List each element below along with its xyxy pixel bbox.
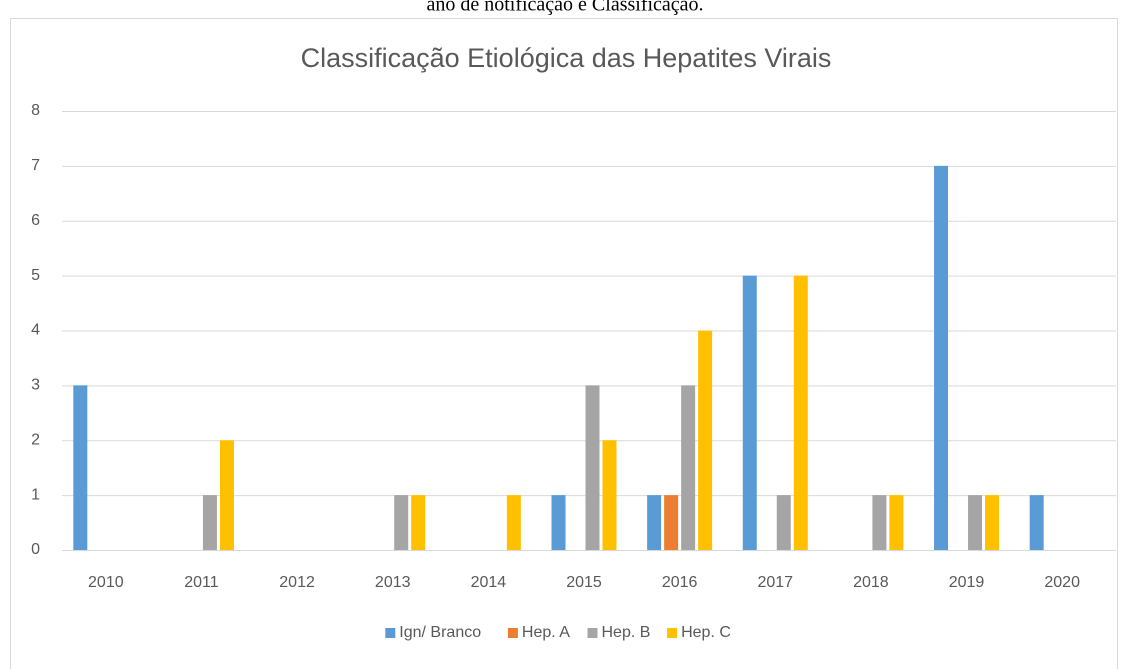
y-tick-label: 1 [31,486,40,503]
bar [681,385,696,550]
x-tick-label: 2014 [471,574,507,591]
legend-label: Hep. A [522,624,570,641]
y-tick-label: 7 [31,157,40,174]
bar [219,440,234,550]
caption: ano de notificação e Classificação. [426,0,703,16]
x-tick-label: 2018 [853,574,889,591]
x-tick-label: 2013 [375,574,411,591]
y-tick-label: 8 [31,102,40,119]
bar [585,385,600,550]
bar [985,495,1000,550]
bar [202,495,217,550]
chart-title: Classificação Etiológica das Hepatites V… [301,43,832,73]
bar [793,275,808,550]
x-tick-label: 2017 [757,574,793,591]
legend-label: Hep. B [602,624,651,641]
x-tick-label: 2010 [88,574,124,591]
x-tick-label: 2020 [1044,574,1080,591]
bar [394,495,409,550]
bar [664,495,679,550]
y-tick-label: 3 [31,377,40,394]
chart-frame [10,18,1118,669]
legend-label: Hep. C [681,624,731,641]
bar [968,495,983,550]
x-tick-label: 2016 [662,574,698,591]
legend-label: Ign/ Branco [399,624,481,641]
y-tick-label: 2 [31,431,40,448]
y-tick-label: 5 [31,267,40,284]
y-tick-label: 6 [31,212,40,229]
x-tick-label: 2011 [184,574,219,591]
legend-swatch [587,628,598,638]
bar [776,495,791,550]
x-tick-label: 2012 [279,574,315,591]
bar [934,165,949,550]
bar [602,440,617,550]
bar [551,495,566,550]
legend-swatch [507,628,518,638]
legend-swatch [385,628,396,638]
bar [1029,495,1044,550]
x-tick-label: 2019 [949,574,985,591]
x-tick-label: 2015 [566,574,602,591]
bar [411,495,426,550]
bar [647,495,662,550]
bar [506,495,521,550]
bar [889,495,904,550]
bar [742,275,757,550]
legend-swatch [667,628,678,638]
bar [698,330,713,550]
y-tick-label: 0 [31,541,40,558]
bar [872,495,887,550]
bar [73,385,88,550]
y-tick-label: 4 [31,322,40,339]
